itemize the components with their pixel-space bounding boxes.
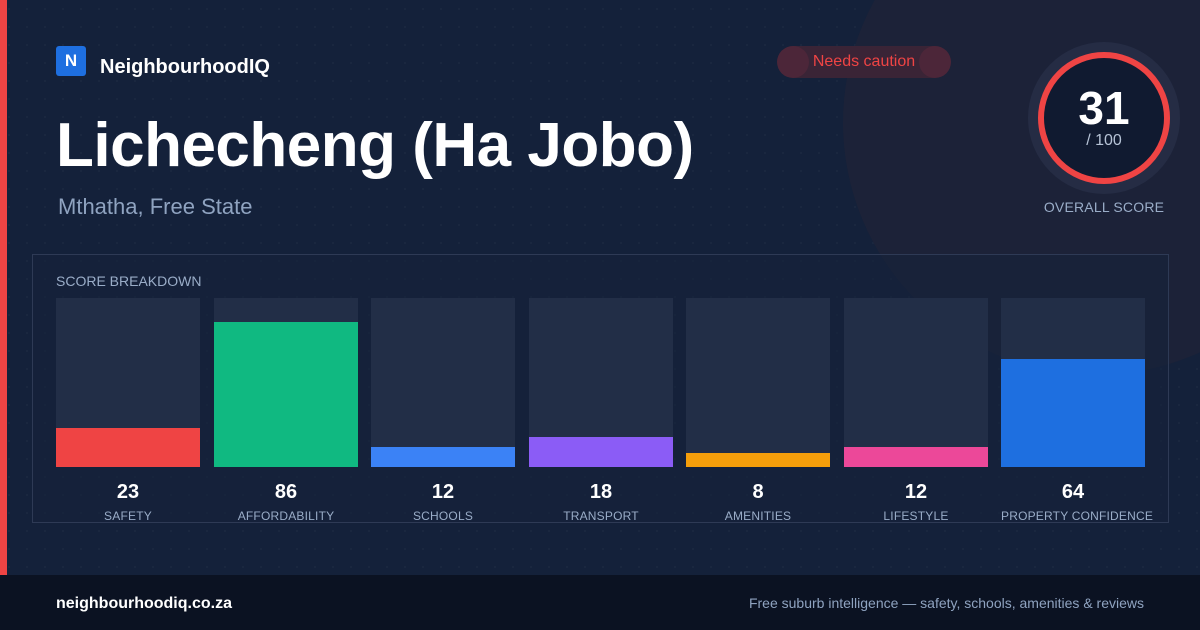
score-bar-schools: 12 SCHOOLS [371,298,515,523]
bar-fill [56,428,200,467]
bar-track [844,298,988,467]
score-bar-transport: 18 TRANSPORT [529,298,673,523]
score-breakdown-heading: SCORE BREAKDOWN [56,273,202,289]
bar-label: AMENITIES [724,509,792,523]
bar-track [56,298,200,467]
overall-score-label: OVERALL SCORE [1043,199,1165,215]
score-bar-property-confidence: 64 PROPERTY CONFIDENCE [1001,298,1154,523]
bar-fill [214,321,358,467]
status-badge: Needs caution [777,46,951,78]
brand-name: NeighbourhoodIQ [100,56,270,78]
bar-track [1001,298,1145,467]
bar-fill [529,436,673,467]
bar-fill [1001,358,1145,467]
bar-value: 86 [274,481,298,503]
score-breakdown-panel: SCORE BREAKDOWN 23 SAFETY 86 AFFORDABILI… [32,254,1169,523]
score-bar-safety: 23 SAFETY [56,298,200,523]
footer: neighbourhoodiq.co.za Free suburb intell… [0,575,1200,630]
bar-track [371,298,515,467]
bar-fill [371,446,515,467]
overall-score-ring [1038,52,1170,184]
bar-value: 64 [1061,481,1085,503]
suburb-location: Mthatha, Free State [58,194,253,219]
bar-track [686,298,830,467]
bar-value: 12 [431,481,455,503]
bar-fill [686,453,830,467]
bar-value: 12 [904,481,928,503]
status-badge-label: Needs caution [812,53,916,70]
score-bar-lifestyle: 12 LIFESTYLE [844,298,988,523]
bar-label: LIFESTYLE [883,509,949,523]
bar-value: 18 [589,481,613,503]
footer-site-link[interactable]: neighbourhoodiq.co.za [56,595,232,612]
bar-value: 23 [116,481,140,503]
bar-value: 8 [752,481,764,503]
bar-fill [844,446,988,467]
score-bar-amenities: 8 AMENITIES [686,298,830,523]
overall-score-value: 31 [1078,82,1130,134]
score-bar-affordability: 86 AFFORDABILITY [214,298,358,523]
status-accent-bar [0,0,7,575]
bar-label: AFFORDABILITY [237,509,335,523]
bar-track [214,298,358,467]
footer-tagline: Free suburb intelligence — safety, schoo… [748,595,1144,611]
bar-label: SAFETY [104,509,152,523]
bar-label: SCHOOLS [412,509,474,523]
bar-label: PROPERTY CONFIDENCE [1001,509,1154,523]
brand-logo-icon: N [56,46,86,76]
bar-label: TRANSPORT [563,509,639,523]
bar-track [529,298,673,467]
overall-score-max: / 100 [1086,132,1122,149]
suburb-title: Lichecheng (Ha Jobo) [56,111,694,180]
